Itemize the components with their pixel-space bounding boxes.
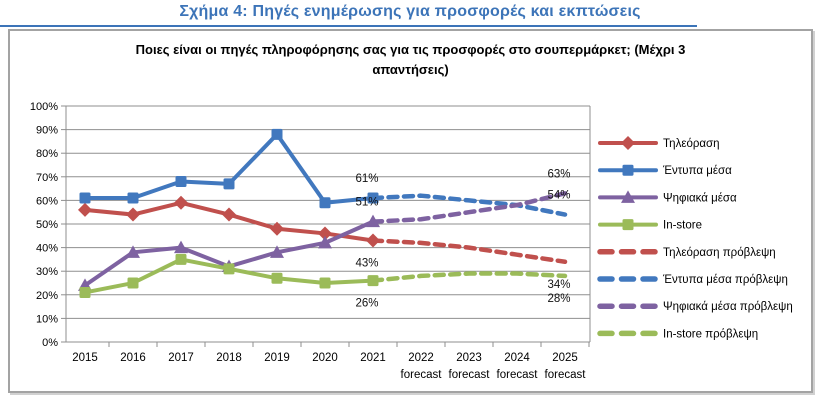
chart-title-line2: απαντήσεις) bbox=[372, 62, 449, 77]
data-label: 34% bbox=[547, 279, 570, 291]
y-axis-label: 20% bbox=[36, 290, 58, 302]
chart-title: Ποιες είναι οι πηγές πληροφόρησης σας γι… bbox=[10, 40, 811, 80]
data-label: 61% bbox=[355, 173, 378, 185]
x-axis-sublabel: forecast bbox=[449, 369, 491, 381]
x-axis-label: 2020 bbox=[312, 352, 338, 364]
legend-item-2: Ψηφιακά μέσα bbox=[598, 190, 737, 204]
legend-item-4: Τηλεόραση πρόβλεψη bbox=[597, 247, 776, 259]
y-axis-label: 40% bbox=[36, 243, 58, 255]
figure-title-underline bbox=[0, 25, 697, 27]
x-axis: 2015 2016 2017 2018 2019 2020 2021 2022 forecast… bbox=[72, 342, 590, 381]
x-axis-label: 2021 bbox=[360, 352, 386, 364]
series-7 bbox=[370, 271, 568, 283]
legend-label: In-store bbox=[663, 220, 702, 232]
y-axis-label: 80% bbox=[36, 148, 58, 160]
x-axis-label: 2025 bbox=[552, 352, 578, 364]
data-label: 51% bbox=[355, 197, 378, 209]
legend-item-7: In-store πρόβλεψη bbox=[597, 328, 758, 340]
legend-item-5: Έντυπα μέσα πρόβλεψη bbox=[597, 274, 788, 286]
data-label: 63% bbox=[547, 168, 570, 180]
chart-title-line1: Ποιες είναι οι πηγές πληροφόρησης σας γι… bbox=[135, 42, 686, 57]
legend-label: Ψηφιακά μέσα πρόβλεψη bbox=[663, 301, 793, 313]
legend-item-6: Ψηφιακά μέσα πρόβλεψη bbox=[597, 301, 793, 313]
legend-item-0: Τηλεόραση bbox=[598, 136, 720, 150]
series-0 bbox=[78, 195, 380, 248]
x-axis-label: 2019 bbox=[264, 352, 290, 364]
y-axis-label: 60% bbox=[36, 195, 58, 207]
data-label: 28% bbox=[547, 293, 570, 305]
data-label: 54% bbox=[547, 190, 570, 202]
x-axis-sublabel: forecast bbox=[497, 369, 539, 381]
data-label: 26% bbox=[355, 298, 378, 310]
line-chart: 0%10%20%30%40%50%60%70%80%90%100%2015 201… bbox=[30, 101, 793, 381]
y-axis-label: 50% bbox=[36, 219, 58, 231]
gridlines: 0% 10% 20% 30% 40% 50% 60% 70% 80% 90% 100% bbox=[30, 101, 590, 349]
legend-label: Ψηφιακά μέσα bbox=[663, 192, 737, 204]
x-axis-label: 2017 bbox=[168, 352, 194, 364]
y-axis-label: 30% bbox=[36, 266, 58, 278]
x-axis-label: 2016 bbox=[120, 352, 146, 364]
x-axis-sublabel: forecast bbox=[401, 369, 443, 381]
figure-title-text: Σχήμα 4: Πηγές ενημέρωσης για προσφορές … bbox=[179, 3, 641, 20]
y-axis-label: 90% bbox=[36, 125, 58, 137]
series-3 bbox=[79, 253, 379, 298]
series-4 bbox=[370, 238, 568, 265]
chart-container: Ποιες είναι οι πηγές πληροφόρησης σας γι… bbox=[8, 29, 813, 393]
series-2 bbox=[78, 214, 380, 291]
legend-label: Τηλεόραση bbox=[663, 138, 720, 150]
data-label: 43% bbox=[355, 258, 378, 270]
legend-item-3: In-store bbox=[598, 219, 702, 232]
x-axis-label: 2018 bbox=[216, 352, 242, 364]
series-5 bbox=[370, 193, 568, 217]
legend-label: Έντυπα μέσα bbox=[662, 165, 732, 177]
legend-label: In-store πρόβλεψη bbox=[663, 328, 758, 340]
data-labels: 61% 51% 43% 26% 63% 54% 34% 28% bbox=[355, 168, 570, 309]
series-1 bbox=[79, 128, 379, 209]
x-axis-label: 2023 bbox=[456, 352, 482, 364]
x-axis-label: 2022 bbox=[408, 352, 434, 364]
y-axis-label: 70% bbox=[36, 172, 58, 184]
legend: Τηλεόραση Έντυπα μέσα Ψηφιακά μέσα In-store… bbox=[597, 136, 793, 340]
legend-label: Έντυπα μέσα πρόβλεψη bbox=[662, 274, 788, 286]
x-axis-label: 2015 bbox=[72, 352, 98, 364]
x-axis-sublabel: forecast bbox=[545, 369, 587, 381]
legend-label: Τηλεόραση πρόβλεψη bbox=[663, 247, 776, 259]
y-axis-label: 100% bbox=[30, 101, 58, 113]
y-axis-label: 0% bbox=[42, 337, 58, 349]
series-6 bbox=[370, 191, 568, 224]
x-axis-label: 2024 bbox=[504, 352, 530, 364]
legend-item-1: Έντυπα μέσα bbox=[598, 164, 732, 177]
figure-title: Σχήμα 4: Πηγές ενημέρωσης για προσφορές … bbox=[0, 3, 820, 21]
y-axis-label: 10% bbox=[36, 313, 58, 325]
